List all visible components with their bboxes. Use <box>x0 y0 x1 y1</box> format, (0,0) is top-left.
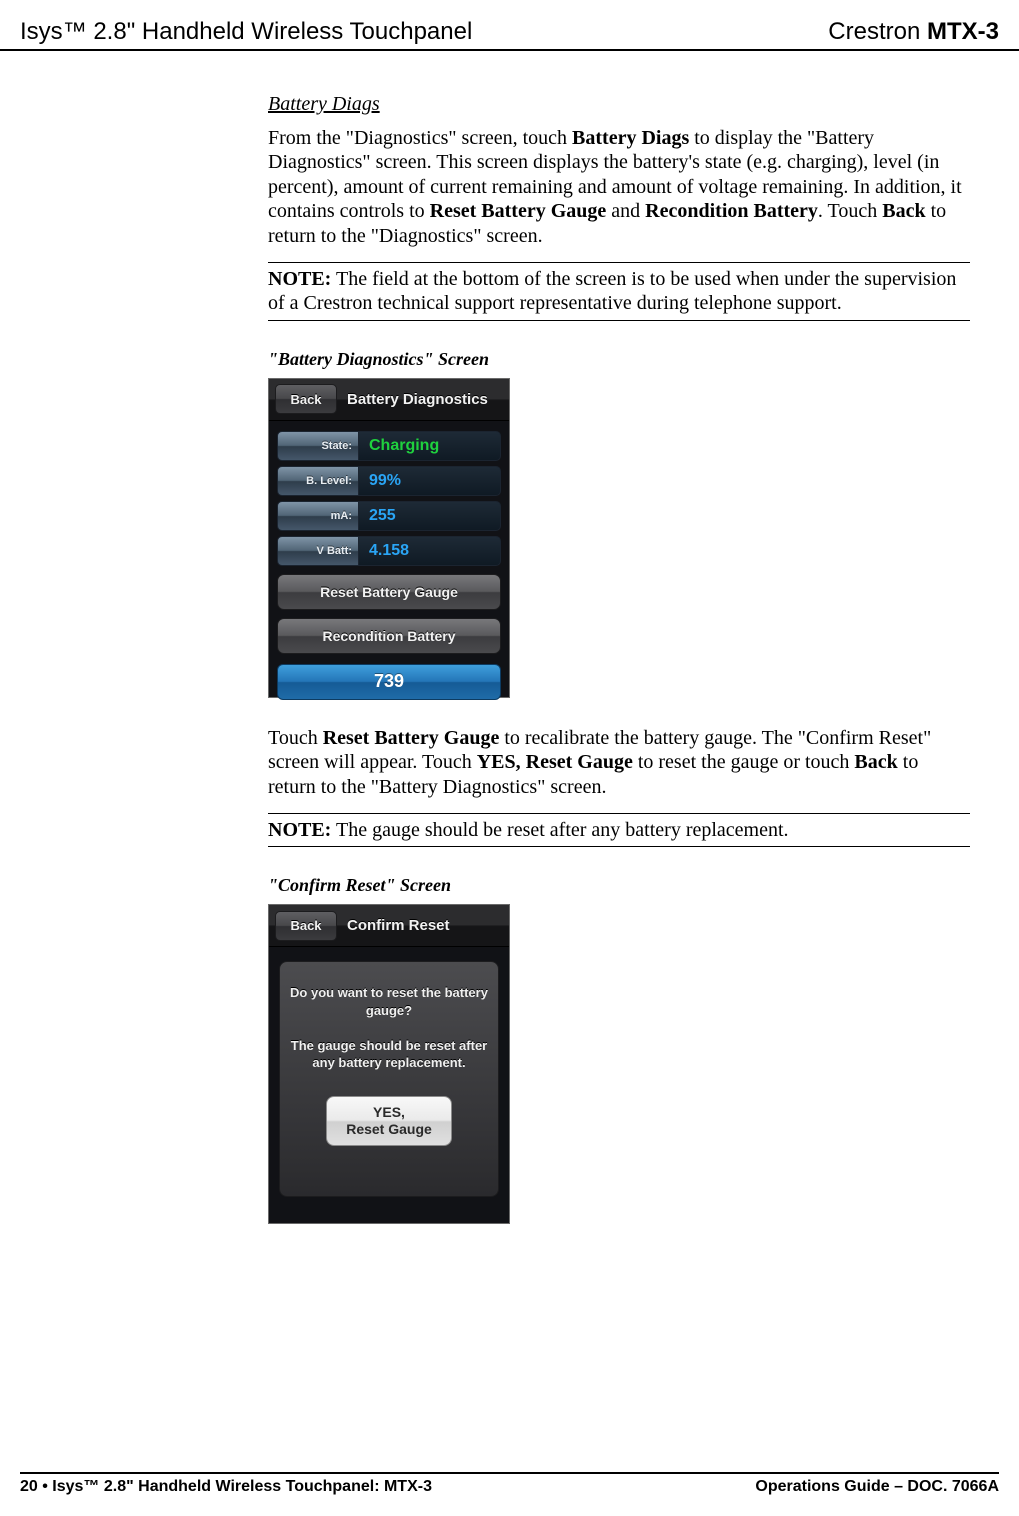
content-column: Battery Diags From the "Diagnostics" scr… <box>0 51 990 1224</box>
status-value: 99% <box>359 466 501 496</box>
status-label: B. Level: <box>277 466 359 496</box>
screen-title: Confirm Reset <box>347 917 450 934</box>
titlebar: Back Confirm Reset <box>269 905 509 947</box>
titlebar: Back Battery Diagnostics <box>269 379 509 421</box>
status-row: B. Level:99% <box>277 466 501 496</box>
back-button[interactable]: Back <box>275 911 337 941</box>
confirm-panel: Do you want to reset the battery gauge? … <box>279 961 499 1197</box>
screen-body: Do you want to reset the battery gauge? … <box>269 947 509 1207</box>
header-right-bold: MTX-3 <box>927 18 999 45</box>
screen-title: Battery Diagnostics <box>347 391 488 408</box>
confirm-line-2: The gauge should be reset after any batt… <box>291 1038 488 1071</box>
header-left: Isys™ 2.8" Handheld Wireless Touchpanel <box>20 18 472 46</box>
note-reset-after-replacement: NOTE: The gauge should be reset after an… <box>268 813 970 847</box>
status-label: State: <box>277 431 359 461</box>
yes-reset-gauge-button[interactable]: YES, Reset Gauge <box>326 1096 452 1146</box>
confirm-line-1: Do you want to reset the battery gauge? <box>290 985 488 1018</box>
status-row: mA:255 <box>277 501 501 531</box>
header-right: Crestron MTX-3 <box>828 18 999 46</box>
para-battery-diags: From the "Diagnostics" screen, touch Bat… <box>268 126 970 248</box>
status-label: mA: <box>277 501 359 531</box>
confirm-message: Do you want to reset the battery gauge? … <box>290 984 488 1072</box>
status-value: 255 <box>359 501 501 531</box>
status-value: 4.158 <box>359 536 501 566</box>
figure-caption-battery-diagnostics: "Battery Diagnostics" Screen <box>268 349 970 370</box>
para-reset-gauge: Touch Reset Battery Gauge to recalibrate… <box>268 726 970 799</box>
recondition-battery-button[interactable]: Recondition Battery <box>277 618 501 654</box>
footer-right: Operations Guide – DOC. 7066A <box>755 1478 999 1496</box>
yes-line-1: YES, <box>373 1104 405 1121</box>
section-title-battery-diags: Battery Diags <box>268 93 970 116</box>
yes-line-2: Reset Gauge <box>346 1121 432 1138</box>
status-row: State:Charging <box>277 431 501 461</box>
header-right-prefix: Crestron <box>828 18 927 45</box>
reset-battery-gauge-button[interactable]: Reset Battery Gauge <box>277 574 501 610</box>
status-value: Charging <box>359 431 501 461</box>
battery-diagnostics-screen: Back Battery Diagnostics State:ChargingB… <box>268 378 510 698</box>
page-footer: 20 • Isys™ 2.8" Handheld Wireless Touchp… <box>20 1472 999 1496</box>
status-row: V Batt:4.158 <box>277 536 501 566</box>
bottom-numeric-field[interactable]: 739 <box>277 664 501 700</box>
footer-left: 20 • Isys™ 2.8" Handheld Wireless Touchp… <box>20 1478 432 1496</box>
figure-caption-confirm-reset: "Confirm Reset" Screen <box>268 875 970 896</box>
page-header: Isys™ 2.8" Handheld Wireless Touchpanel … <box>0 0 1019 51</box>
screen-body: State:ChargingB. Level:99%mA:255V Batt:4… <box>269 421 509 710</box>
confirm-reset-screen: Back Confirm Reset Do you want to reset … <box>268 904 510 1224</box>
status-label: V Batt: <box>277 536 359 566</box>
note-tech-support: NOTE: The field at the bottom of the scr… <box>268 262 970 321</box>
back-button[interactable]: Back <box>275 384 337 414</box>
